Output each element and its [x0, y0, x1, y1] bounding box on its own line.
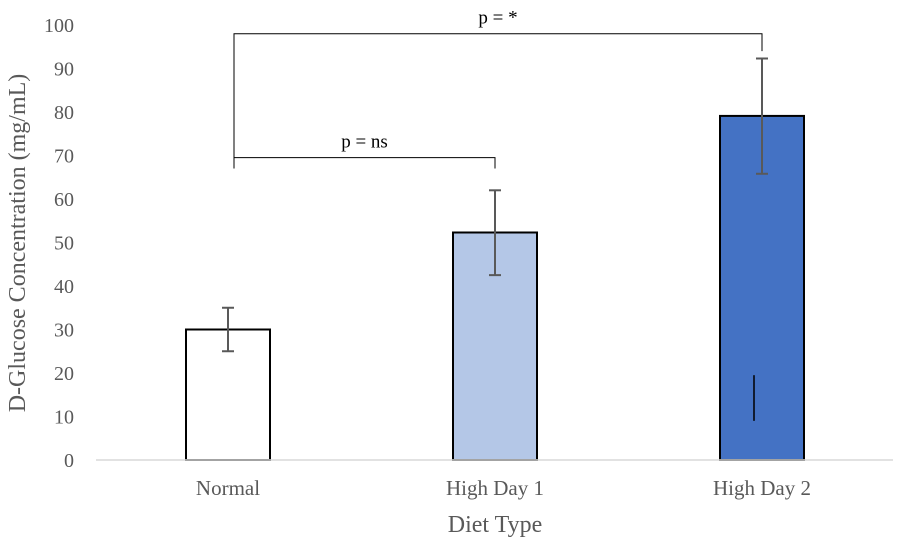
error-bars: [222, 57, 768, 353]
significance-bracket: p = *: [233, 8, 763, 169]
y-tick-label: 70: [54, 146, 74, 168]
bracket-line: [233, 33, 763, 169]
y-tick-label: 30: [54, 320, 74, 342]
significance-bracket: p = ns: [233, 132, 496, 169]
y-tick-label: 100: [44, 15, 74, 37]
y-tick-label: 20: [54, 363, 74, 385]
significance-label: p = *: [478, 8, 517, 29]
bracket-line: [233, 157, 496, 169]
y-tick-label: 60: [54, 189, 74, 211]
x-category-label: Normal: [196, 476, 260, 500]
error-bar: [756, 57, 768, 175]
error-bar: [222, 306, 234, 353]
y-tick-label: 10: [54, 407, 74, 429]
y-tick-label: 50: [54, 233, 74, 255]
y-tick-label: 80: [54, 102, 74, 124]
y-tick-label: 40: [54, 276, 74, 298]
y-tick-label: 90: [54, 59, 74, 81]
y-axis-title: D-Glucose Concentration (mg/mL): [5, 74, 31, 413]
error-bar: [489, 189, 501, 277]
significance-label: p = ns: [341, 132, 388, 153]
x-category-label: High Day 2: [713, 476, 811, 500]
y-tick-label: 0: [64, 450, 74, 472]
x-axis-categories: Normal High Day 1 High Day 2: [196, 476, 811, 500]
x-category-label: High Day 1: [446, 476, 544, 500]
y-axis-ticks: 0 10 20 30 40 50 60 70 80 90 100: [44, 15, 74, 472]
x-axis-title: Diet Type: [448, 512, 543, 538]
significance-annotations: p = ns p = *: [233, 8, 763, 169]
